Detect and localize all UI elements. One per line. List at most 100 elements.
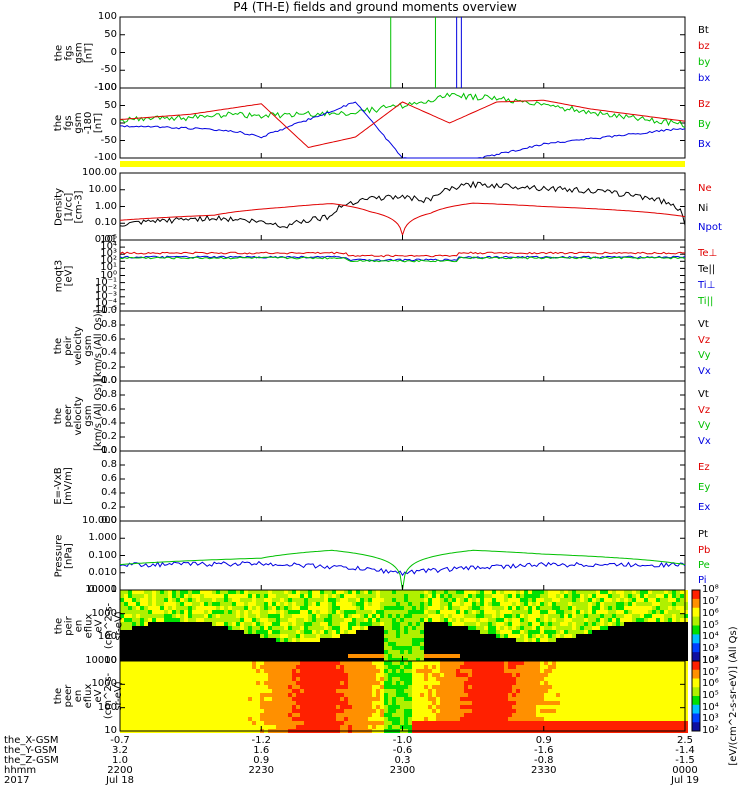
spectrogram-cell xyxy=(256,642,260,646)
spectrogram-cell xyxy=(164,658,168,662)
spectrogram-cell xyxy=(240,689,244,693)
spectrogram-cell xyxy=(508,725,512,729)
spectrogram-cell xyxy=(372,669,376,673)
spectrogram-cell xyxy=(184,642,188,646)
spectrogram-cell xyxy=(328,677,332,681)
spectrogram-cell xyxy=(324,646,328,650)
spectrogram-cell xyxy=(364,630,368,634)
spectrogram-cell xyxy=(308,705,312,709)
spectrogram-cell xyxy=(480,610,484,614)
spectrogram-cell xyxy=(132,669,136,673)
spectrogram-cell xyxy=(236,721,240,725)
spectrogram-cell xyxy=(572,693,576,697)
spectrogram-cell xyxy=(660,626,664,630)
spectrogram-cell xyxy=(332,709,336,713)
spectrogram-cell xyxy=(300,650,304,654)
spectrogram-cell xyxy=(464,713,468,717)
spectrogram-cell xyxy=(260,693,264,697)
spectrogram-cell xyxy=(584,709,588,713)
spectrogram-cell xyxy=(280,701,284,705)
spectrogram-cell xyxy=(180,642,184,646)
spectrogram-cell xyxy=(288,689,292,693)
spectrogram-cell xyxy=(292,642,296,646)
spectrogram-cell xyxy=(660,661,664,665)
spectrogram-cell xyxy=(232,721,236,725)
spectrogram-cell xyxy=(240,642,244,646)
spectrogram-cell xyxy=(496,634,500,638)
spectrogram-cell xyxy=(500,661,504,665)
spectrogram-cell xyxy=(636,709,640,713)
spectrogram-cell xyxy=(216,658,220,662)
spectrogram-cell xyxy=(360,642,364,646)
spectrogram-cell xyxy=(176,610,180,614)
spectrogram-cell xyxy=(680,638,684,642)
spectrogram-cell xyxy=(288,622,292,626)
spectrogram-cell xyxy=(436,677,440,681)
spectrogram-cell xyxy=(272,590,276,594)
spectrogram-cell xyxy=(392,713,396,717)
spectrogram-cell xyxy=(412,630,416,634)
spectrogram-cell xyxy=(472,594,476,598)
spectrogram-cell xyxy=(448,602,452,606)
spectrogram-cell xyxy=(644,725,648,729)
spectrogram-cell xyxy=(288,634,292,638)
spectrogram-cell xyxy=(216,590,220,594)
spectrogram-cell xyxy=(436,693,440,697)
spectrogram-cell xyxy=(208,622,212,626)
spectrogram-cell xyxy=(296,681,300,685)
spectrogram-cell xyxy=(524,709,528,713)
spectrogram-cell xyxy=(356,598,360,602)
spectrogram-cell xyxy=(404,654,408,658)
spectrogram-cell xyxy=(220,697,224,701)
spectrogram-cell xyxy=(296,677,300,681)
spectrogram-cell xyxy=(684,590,688,594)
spectrogram-cell xyxy=(312,717,316,721)
spectrogram-cell xyxy=(280,665,284,669)
spectrogram-cell xyxy=(672,594,676,598)
spectrogram-cell xyxy=(640,638,644,642)
spectrogram-cell xyxy=(200,610,204,614)
spectrogram-cell xyxy=(652,685,656,689)
spectrogram-cell xyxy=(604,661,608,665)
spectrogram-cell xyxy=(496,693,500,697)
spectrogram-cell xyxy=(656,677,660,681)
spectrogram-cell xyxy=(400,630,404,634)
spectrogram-cell xyxy=(500,610,504,614)
spectrogram-cell xyxy=(452,594,456,598)
spectrogram-cell xyxy=(328,626,332,630)
spectrogram-cell xyxy=(244,618,248,622)
spectrogram-cell xyxy=(176,725,180,729)
spectrogram-cell xyxy=(252,685,256,689)
spectrogram-cell xyxy=(484,681,488,685)
spectrogram-cell xyxy=(628,721,632,725)
spectrogram-cell xyxy=(172,614,176,618)
spectrogram-cell xyxy=(544,642,548,646)
spectrogram-cell xyxy=(488,665,492,669)
spectrogram-cell xyxy=(432,717,436,721)
spectrogram-cell xyxy=(216,717,220,721)
spectrogram-cell xyxy=(396,721,400,725)
spectrogram-cell xyxy=(444,634,448,638)
spectrogram-cell xyxy=(332,654,336,658)
spectrogram-cell xyxy=(208,626,212,630)
spectrogram-cell xyxy=(636,705,640,709)
spectrogram-cell xyxy=(564,697,568,701)
spectrogram-cell xyxy=(312,665,316,669)
spectrogram-cell xyxy=(652,693,656,697)
spectrogram-cell xyxy=(600,654,604,658)
spectrogram-cell xyxy=(152,681,156,685)
spectrogram-cell xyxy=(516,697,520,701)
spectrogram-cell xyxy=(124,618,128,622)
spectrogram-cell xyxy=(144,650,148,654)
spectrogram-cell xyxy=(472,673,476,677)
spectrogram-cell xyxy=(268,677,272,681)
spectrogram-cell xyxy=(384,689,388,693)
spectrogram-cell xyxy=(140,665,144,669)
spectrogram-cell xyxy=(488,654,492,658)
spectrogram-cell xyxy=(204,661,208,665)
spectrogram-cell xyxy=(576,650,580,654)
spectrogram-cell xyxy=(588,622,592,626)
spectrogram-cell xyxy=(580,705,584,709)
spectrogram-cell xyxy=(272,721,276,725)
spectrogram-cell xyxy=(432,642,436,646)
